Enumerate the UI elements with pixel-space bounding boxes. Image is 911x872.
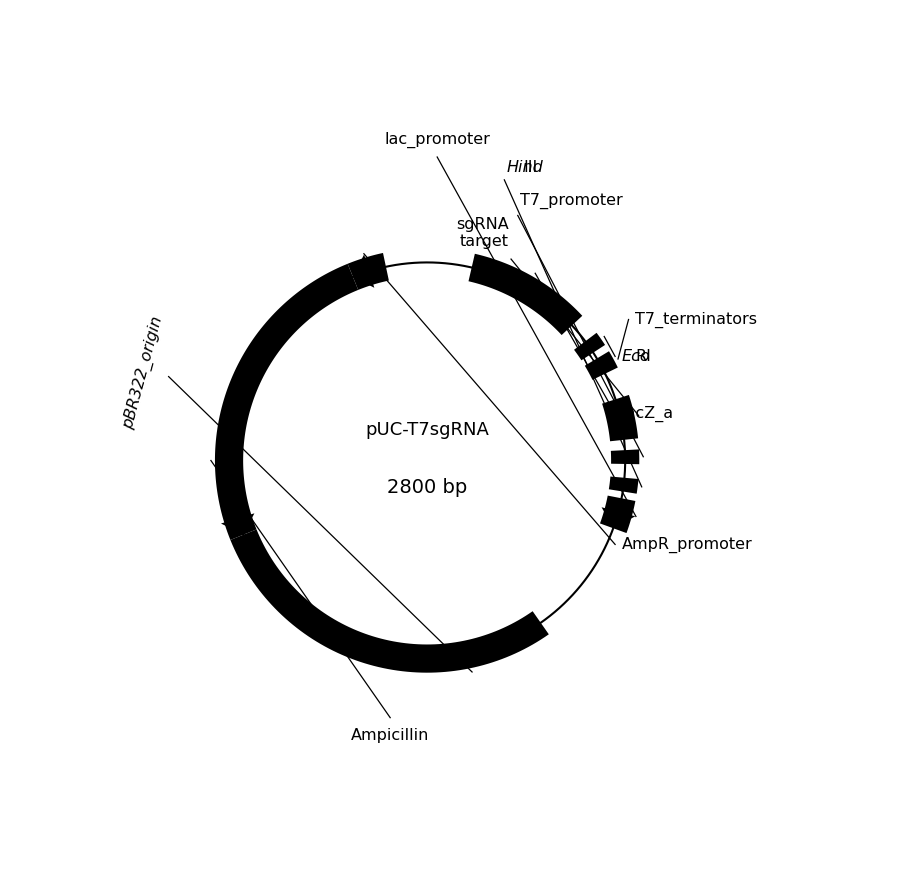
Text: III: III: [523, 160, 537, 175]
Polygon shape: [220, 514, 254, 535]
Polygon shape: [468, 254, 581, 335]
Polygon shape: [215, 263, 358, 540]
Text: RI: RI: [634, 349, 650, 364]
Polygon shape: [601, 395, 638, 441]
Polygon shape: [601, 508, 635, 528]
Text: T7_promoter: T7_promoter: [519, 193, 622, 208]
Text: Hind: Hind: [506, 160, 542, 175]
Text: Ampicillin: Ampicillin: [351, 728, 429, 743]
Polygon shape: [609, 476, 638, 494]
Polygon shape: [584, 351, 617, 380]
Polygon shape: [573, 333, 604, 360]
Text: lac_promoter: lac_promoter: [384, 132, 489, 148]
Polygon shape: [353, 255, 374, 288]
Text: AmpR_promoter: AmpR_promoter: [621, 536, 752, 553]
Text: pBR322_origin: pBR322_origin: [121, 315, 167, 432]
Text: sgRNA
target: sgRNA target: [456, 216, 508, 249]
Text: pUC-T7sgRNA: pUC-T7sgRNA: [364, 421, 488, 439]
Text: T7_terminators: T7_terminators: [635, 311, 756, 328]
Text: lacZ_a: lacZ_a: [621, 405, 673, 421]
Polygon shape: [230, 529, 548, 672]
Text: 2800 bp: 2800 bp: [386, 478, 466, 497]
Text: Eco: Eco: [621, 349, 650, 364]
Polygon shape: [599, 495, 635, 533]
Polygon shape: [347, 253, 388, 290]
Polygon shape: [610, 449, 639, 464]
